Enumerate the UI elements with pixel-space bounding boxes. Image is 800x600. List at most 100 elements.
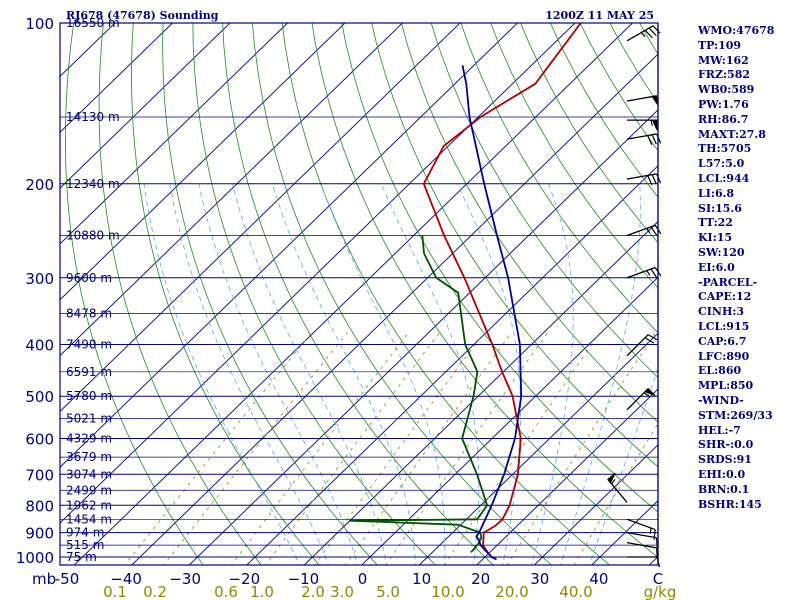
height-label: 515 m [66,538,104,552]
index-entry: FRZ:582 [698,68,751,82]
isobars [60,22,658,558]
mixing-ratio-tick-label: g/kg [644,583,677,600]
dry-adiabat [371,23,658,468]
temperature-tick-label: C [653,570,663,588]
moist-adiabat [380,183,480,565]
wind-barbs [607,25,662,568]
index-entry: LCL:915 [698,319,750,333]
index-entry: MAXT:27.8 [698,127,766,141]
dry-adiabat [130,23,320,565]
isotherm [131,53,658,565]
height-label: 1962 m [66,498,112,512]
temperature-tick-label: −20 [228,570,260,588]
title-right: 1200Z 11 MAY 25 [545,9,654,22]
moist-adiabat [169,183,329,565]
height-label: 7490 m [66,338,112,352]
dry-adiabat [430,23,658,378]
wind-barb [607,472,628,503]
index-entry: CAP:6.7 [698,334,747,348]
mixing-ratio-tick-label: 3.0 [330,583,354,600]
pressure-tick-label: 200 [25,176,54,194]
background-lines [60,23,658,565]
index-entry: SRDS:91 [698,453,752,467]
temperature-tick-label: 10 [412,570,431,588]
index-entry: TT:22 [698,216,733,230]
isotherm [476,388,658,565]
height-label: 6591 m [66,365,112,379]
mixing-ratio-line [265,332,440,565]
index-entry: MPL:850 [698,379,754,393]
pressure-tick-label: 1000 [16,549,54,567]
isotherm [60,23,231,189]
index-entry: EL:860 [698,364,742,378]
index-entry: BRN:0.1 [698,482,750,496]
index-entry: SHR-:0.0 [698,438,754,452]
isotherm [303,220,658,565]
dry-adiabat [311,23,658,558]
height-label: 10880 m [66,228,120,242]
temperature-tick-label: −40 [110,570,142,588]
isotherm [60,23,461,412]
isotherm [60,23,174,133]
index-entry: TP:109 [698,38,742,52]
mixing-ratio-tick-label: 0.2 [143,583,167,600]
index-entry: TH:5705 [698,142,752,156]
dry-adiabat [281,23,611,565]
wind-barb [626,542,658,559]
pressure-tick-label: 800 [25,497,54,515]
sounding-line [349,235,488,553]
pressure-tick-label: 400 [25,337,54,355]
height-labels: 16550 m 14130 m 12340 m 10880 m 9600 m 8478 m… [66,16,120,564]
height-label: 5780 m [66,389,112,403]
mixing-ratio-tick-label: 0.1 [103,583,127,600]
index-entry: LI:6.8 [698,186,735,200]
height-label: 2499 m [66,483,112,497]
isotherm [60,23,576,524]
index-entry: LFC:890 [698,349,750,363]
dry-adiabat [64,23,204,565]
mixing-ratio-tick-label: 40.0 [559,583,592,600]
height-label: 1454 m [66,512,112,526]
index-entry: CINH:3 [698,305,745,319]
wind-barb [626,25,661,42]
moist-adiabat [320,183,446,565]
wind-barb [626,518,656,540]
height-label: 12340 m [66,177,120,191]
temperature-tick-label: −10 [288,570,320,588]
index-entry: SI:15.6 [698,201,742,215]
temperature-tick-label: −30 [169,570,201,588]
height-label: 3074 m [66,467,112,481]
mixing-ratio-tick-label: 5.0 [376,583,400,600]
isotherm [60,23,404,357]
wind-barb [626,133,662,146]
height-label: 974 m [66,526,104,540]
wind-barb [626,387,656,411]
mixing-ratio-tick-label: 2.0 [301,583,325,600]
isotherm [361,276,658,565]
pressure-tick-label: 900 [25,525,54,543]
index-entry: -WIND- [698,393,744,407]
mixing-ratio-tick-label: 1.0 [250,583,274,600]
height-label: 16550 m [66,16,120,30]
index-entry: KI:15 [698,231,733,245]
moist-adiabat [589,367,658,565]
height-label: 5021 m [66,411,112,425]
index-entry: PW:1.76 [698,97,749,111]
sounding-profiles [349,23,582,561]
temperature-tick-label: 20 [471,570,490,588]
index-entry: BSHR:145 [698,497,762,511]
index-entry: EI:6.0 [698,260,735,274]
dry-adiabat [162,23,378,565]
mixing-ratio-tick-label: 0.6 [214,583,238,600]
pressure-tick-label: 500 [25,388,54,406]
wind-barb [626,334,658,357]
index-entry: L57:5.0 [698,157,745,171]
mixing-ratio-tick-label: 10.0 [431,583,464,600]
dry-adiabat [252,23,553,565]
height-label: 9600 m [66,271,112,285]
height-label: 8478 m [66,307,112,321]
mixing-ratio-line [231,332,410,565]
isotherm [533,444,658,565]
